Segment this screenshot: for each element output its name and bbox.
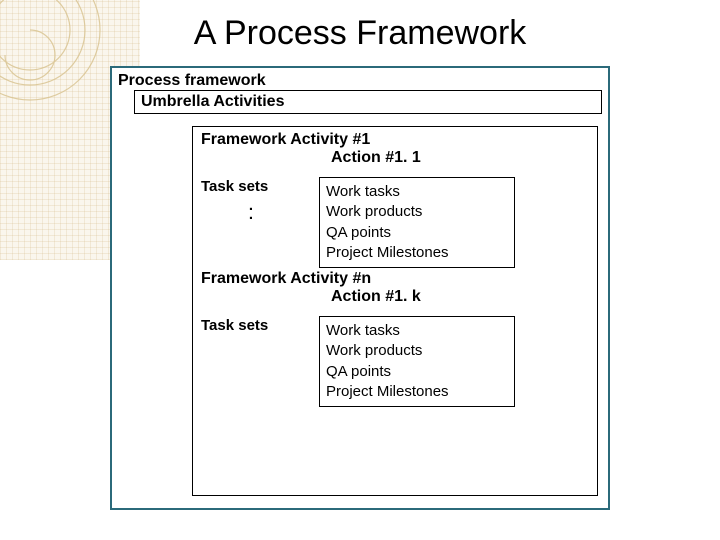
umbrella-activities-box: Umbrella Activities: [134, 90, 602, 114]
action-1-title: Action #1. 1: [331, 149, 589, 167]
process-framework-label: Process framework: [112, 68, 608, 90]
activity-n-section: Framework Activity #n Action #1. k Task …: [201, 270, 589, 407]
work-tasks-box-1: Work tasks Work products QA points Proje…: [319, 177, 515, 268]
ellipsis-dots-icon: ..: [201, 201, 301, 219]
umbrella-activities-label: Umbrella Activities: [141, 93, 595, 111]
framework-activities-box: Framework Activity #1 Action #1. 1 Task …: [192, 126, 598, 496]
activity-1-row: Task sets .. Work tasks Work products QA…: [201, 177, 589, 268]
framework-activity-n-title: Framework Activity #n: [201, 270, 589, 288]
process-framework-box: Process framework Umbrella Activities Fr…: [110, 66, 610, 510]
work-tasks-n-l4: Project Milestones: [326, 382, 508, 402]
task-sets-n: Task sets: [201, 316, 301, 336]
task-sets-1: Task sets ..: [201, 177, 301, 219]
framework-activity-1-title: Framework Activity #1: [201, 131, 589, 149]
work-tasks-box-n: Work tasks Work products QA points Proje…: [319, 316, 515, 407]
work-tasks-n-l1: Work tasks: [326, 321, 508, 341]
action-n-title: Action #1. k: [331, 288, 589, 306]
work-tasks-1-l3: QA points: [326, 223, 508, 243]
task-sets-n-label: Task sets: [201, 317, 268, 334]
page-title: A Process Framework: [0, 14, 720, 53]
work-tasks-1-l2: Work products: [326, 202, 508, 222]
task-sets-1-label: Task sets: [201, 178, 268, 195]
work-tasks-n-l3: QA points: [326, 362, 508, 382]
work-tasks-1-l1: Work tasks: [326, 182, 508, 202]
activity-n-row: Task sets Work tasks Work products QA po…: [201, 316, 589, 407]
work-tasks-n-l2: Work products: [326, 341, 508, 361]
work-tasks-1-l4: Project Milestones: [326, 243, 508, 263]
